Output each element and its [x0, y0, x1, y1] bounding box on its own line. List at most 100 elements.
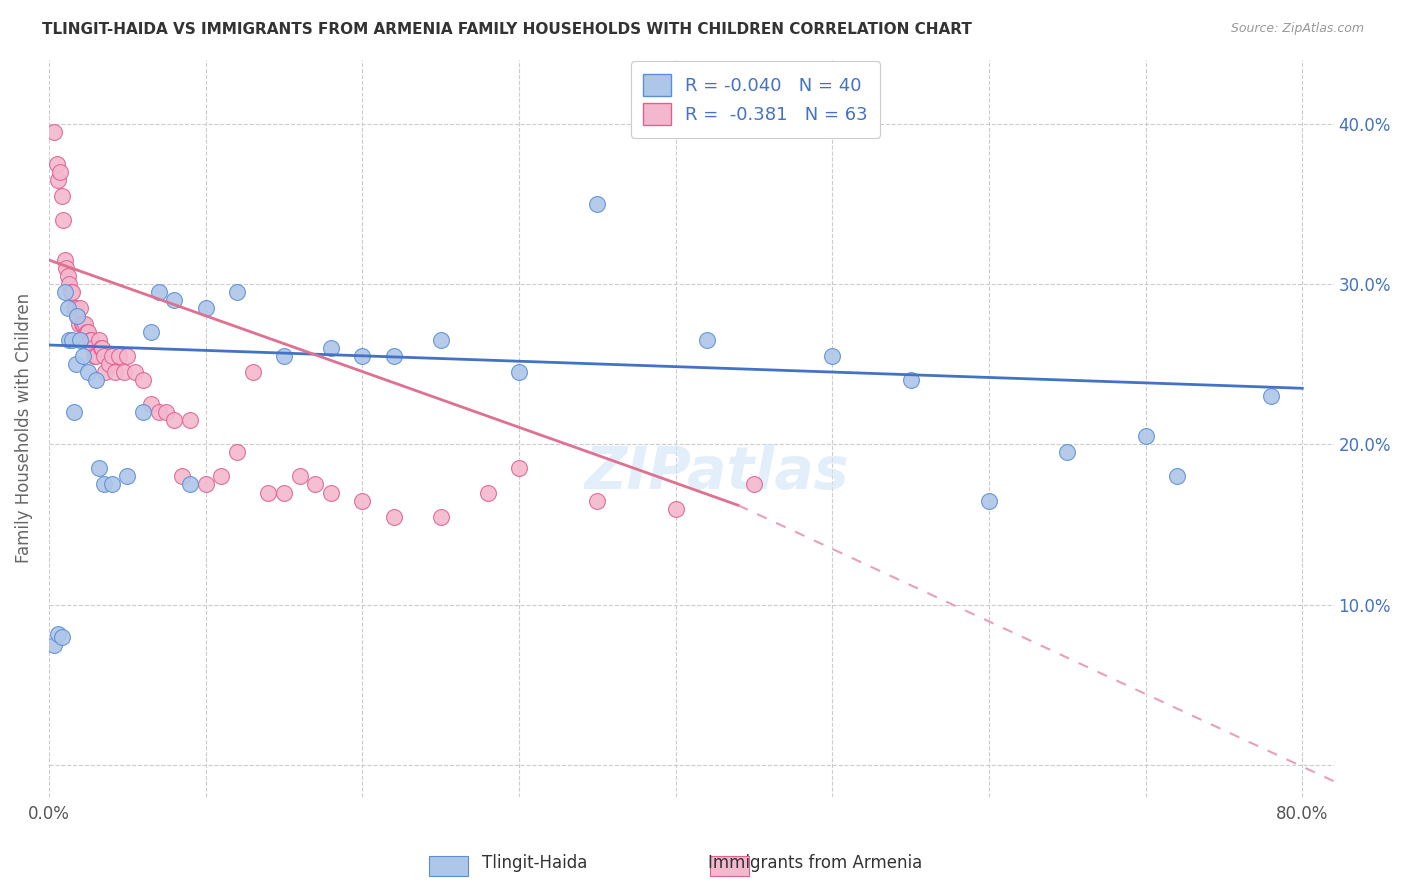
Point: [58, 333, 80, 347]
Point: [209, 469, 232, 483]
Point: [742, 477, 765, 491]
Point: [194, 301, 217, 315]
Point: [51, 189, 73, 203]
Point: [429, 333, 451, 347]
Point: [304, 477, 326, 491]
Point: [76, 325, 98, 339]
Point: [73, 317, 96, 331]
Point: [382, 509, 405, 524]
Text: Tlingit-Haida: Tlingit-Haida: [482, 855, 586, 872]
Point: [53, 285, 76, 299]
Point: [139, 397, 162, 411]
Point: [67, 317, 90, 331]
Point: [84, 373, 107, 387]
Point: [77, 325, 100, 339]
Point: [56, 268, 79, 283]
Point: [696, 333, 718, 347]
Point: [132, 373, 155, 387]
Point: [382, 349, 405, 363]
Point: [155, 405, 177, 419]
Point: [132, 405, 155, 419]
Point: [1260, 389, 1282, 403]
Point: [59, 285, 82, 299]
Point: [80, 333, 103, 347]
Point: [87, 333, 110, 347]
Point: [66, 309, 89, 323]
Point: [242, 365, 264, 379]
Point: [100, 349, 122, 363]
Point: [77, 365, 100, 379]
Text: TLINGIT-HAIDA VS IMMIGRANTS FROM ARMENIA FAMILY HOUSEHOLDS WITH CHILDREN CORRELA: TLINGIT-HAIDA VS IMMIGRANTS FROM ARMENIA…: [42, 22, 972, 37]
Point: [117, 469, 139, 483]
Point: [117, 349, 139, 363]
Point: [429, 509, 451, 524]
Point: [1166, 469, 1188, 483]
Point: [58, 277, 80, 291]
Point: [65, 301, 87, 315]
Point: [66, 309, 89, 323]
Point: [49, 165, 72, 179]
Point: [226, 445, 249, 459]
Text: Immigrants from Armenia: Immigrants from Armenia: [709, 855, 922, 872]
Point: [179, 413, 201, 427]
Point: [51, 630, 73, 644]
Point: [1135, 429, 1157, 443]
Point: [53, 253, 76, 268]
Point: [352, 349, 374, 363]
Point: [52, 213, 75, 227]
Point: [55, 260, 77, 275]
Point: [319, 341, 342, 355]
Point: [69, 333, 91, 347]
Point: [65, 357, 87, 371]
Text: ZIPatlas: ZIPatlas: [585, 444, 849, 501]
Point: [63, 405, 86, 419]
Point: [79, 333, 101, 347]
Point: [63, 301, 86, 315]
Point: [288, 469, 311, 483]
Point: [172, 469, 194, 483]
Point: [508, 461, 530, 475]
Point: [70, 317, 93, 331]
Point: [108, 349, 131, 363]
Point: [84, 349, 107, 363]
Text: Source: ZipAtlas.com: Source: ZipAtlas.com: [1230, 22, 1364, 36]
Point: [62, 285, 84, 299]
Point: [148, 405, 170, 419]
Point: [62, 333, 84, 347]
Point: [87, 461, 110, 475]
Point: [72, 349, 94, 363]
Legend: R = -0.040   N = 40, R =  -0.381   N = 63: R = -0.040 N = 40, R = -0.381 N = 63: [631, 62, 880, 137]
Point: [586, 493, 609, 508]
Point: [163, 413, 186, 427]
Point: [586, 197, 609, 211]
Point: [42, 125, 65, 139]
Y-axis label: Family Households with Children: Family Households with Children: [15, 293, 32, 564]
Point: [163, 293, 186, 307]
Point: [112, 365, 135, 379]
Point: [100, 477, 122, 491]
Point: [82, 341, 104, 355]
Point: [257, 485, 280, 500]
Point: [42, 638, 65, 652]
Point: [48, 626, 70, 640]
Point: [148, 285, 170, 299]
Point: [1056, 445, 1078, 459]
Point: [45, 157, 67, 171]
Point: [977, 493, 1000, 508]
Point: [508, 365, 530, 379]
Point: [69, 301, 91, 315]
Point: [124, 365, 146, 379]
Point: [48, 173, 70, 187]
Point: [72, 317, 94, 331]
Point: [104, 365, 127, 379]
Point: [319, 485, 342, 500]
Point: [94, 365, 117, 379]
Point: [91, 341, 114, 355]
Point: [821, 349, 844, 363]
Point: [83, 349, 105, 363]
Point: [194, 477, 217, 491]
Point: [477, 485, 499, 500]
Point: [665, 501, 688, 516]
Point: [352, 493, 374, 508]
Point: [900, 373, 922, 387]
